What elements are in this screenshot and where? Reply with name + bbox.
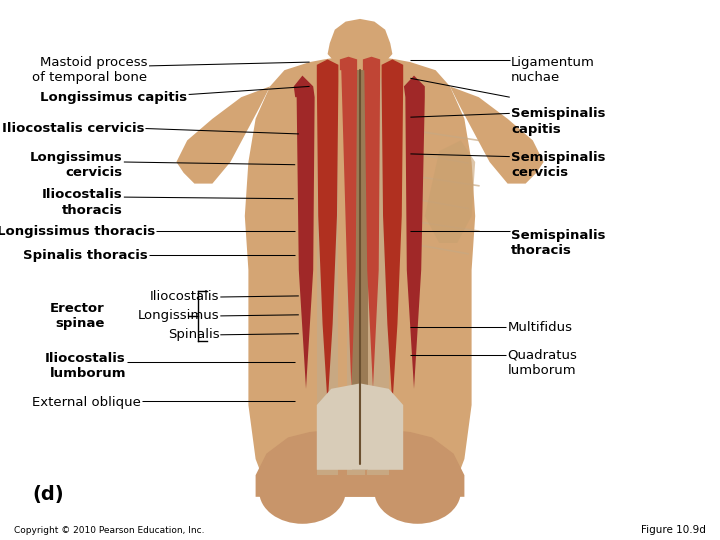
Polygon shape [328, 19, 392, 65]
Polygon shape [450, 86, 544, 184]
Text: Iliocostalis: Iliocostalis [150, 291, 220, 303]
Text: Iliocostalis
thoracis: Iliocostalis thoracis [42, 188, 122, 217]
Polygon shape [294, 76, 315, 389]
Text: Spinalis: Spinalis [168, 328, 220, 341]
Polygon shape [176, 86, 270, 184]
Text: (d): (d) [32, 484, 64, 504]
Text: External oblique: External oblique [32, 396, 140, 409]
Text: Longissimus
cervicis: Longissimus cervicis [30, 151, 122, 179]
Polygon shape [425, 140, 475, 243]
Text: Quadratus
lumborum: Quadratus lumborum [508, 349, 577, 377]
Text: Longissimus: Longissimus [138, 309, 220, 322]
Text: Semispinalis
capitis: Semispinalis capitis [511, 107, 606, 136]
Text: Longissimus thoracis: Longissimus thoracis [0, 225, 155, 238]
Polygon shape [347, 78, 365, 475]
Text: Ligamentum
nuchae: Ligamentum nuchae [511, 56, 595, 84]
Polygon shape [317, 59, 338, 405]
Text: Figure 10.9d: Figure 10.9d [641, 525, 706, 535]
Polygon shape [367, 78, 389, 475]
Polygon shape [245, 54, 475, 497]
Text: Multifidus: Multifidus [508, 321, 572, 334]
Polygon shape [382, 59, 403, 405]
Polygon shape [363, 57, 380, 389]
Polygon shape [340, 57, 357, 389]
Text: Iliocostalis cervicis: Iliocostalis cervicis [1, 122, 144, 135]
Text: Semispinalis
cervicis: Semispinalis cervicis [511, 151, 606, 179]
Polygon shape [352, 70, 368, 470]
Polygon shape [317, 383, 403, 470]
Ellipse shape [374, 459, 461, 524]
Text: Semispinalis
thoracis: Semispinalis thoracis [511, 229, 606, 257]
Text: Spinalis thoracis: Spinalis thoracis [23, 249, 148, 262]
Text: Copyright © 2010 Pearson Education, Inc.: Copyright © 2010 Pearson Education, Inc. [14, 526, 205, 535]
Ellipse shape [259, 459, 346, 524]
Polygon shape [404, 76, 425, 389]
Text: Mastoid process
of temporal bone: Mastoid process of temporal bone [32, 56, 148, 84]
Polygon shape [256, 429, 464, 497]
Text: Iliocostalis
lumborum: Iliocostalis lumborum [45, 352, 126, 380]
Text: Erector
spinae: Erector spinae [50, 302, 104, 330]
Polygon shape [317, 78, 338, 475]
Text: Longissimus capitis: Longissimus capitis [40, 91, 187, 104]
